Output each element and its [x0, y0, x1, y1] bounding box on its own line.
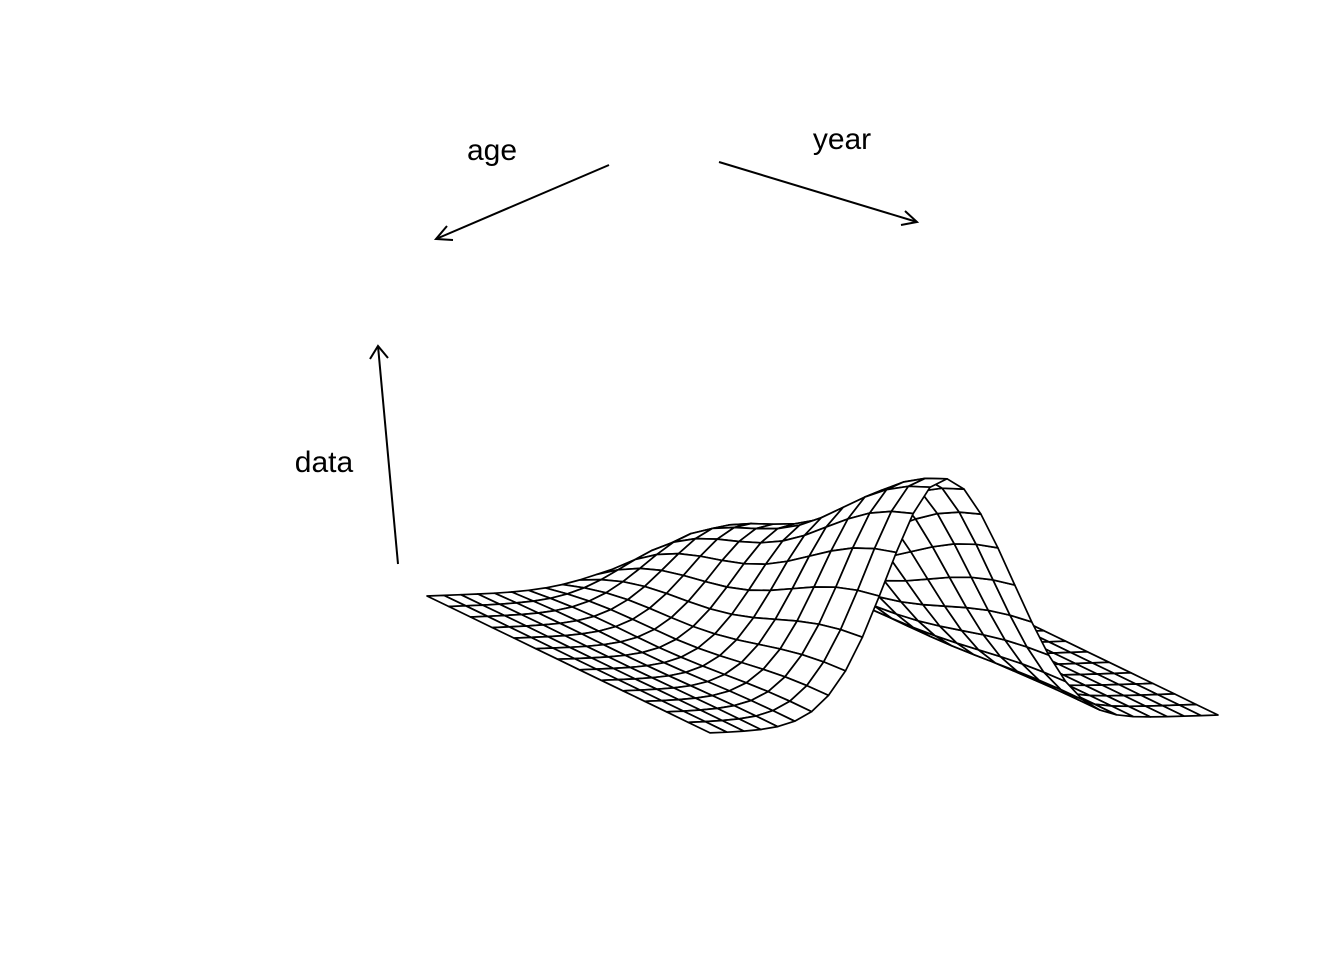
wireframe-surface: [426, 477, 1219, 734]
age-axis: age: [433, 134, 610, 241]
age-arrowhead: [433, 225, 454, 241]
age-axis-arrow: [435, 164, 610, 240]
data-axis-label: data: [295, 446, 354, 479]
age-axis-label: age: [467, 134, 517, 167]
year-axis-arrow: [718, 161, 918, 223]
surface-facet: [687, 720, 728, 734]
year-arrowhead: [900, 210, 920, 226]
data-axis-arrow: [377, 345, 399, 565]
year-axis: year: [718, 123, 920, 226]
year-axis-label: year: [813, 123, 871, 156]
data-axis: data: [295, 344, 399, 565]
data-arrowhead: [369, 344, 389, 360]
